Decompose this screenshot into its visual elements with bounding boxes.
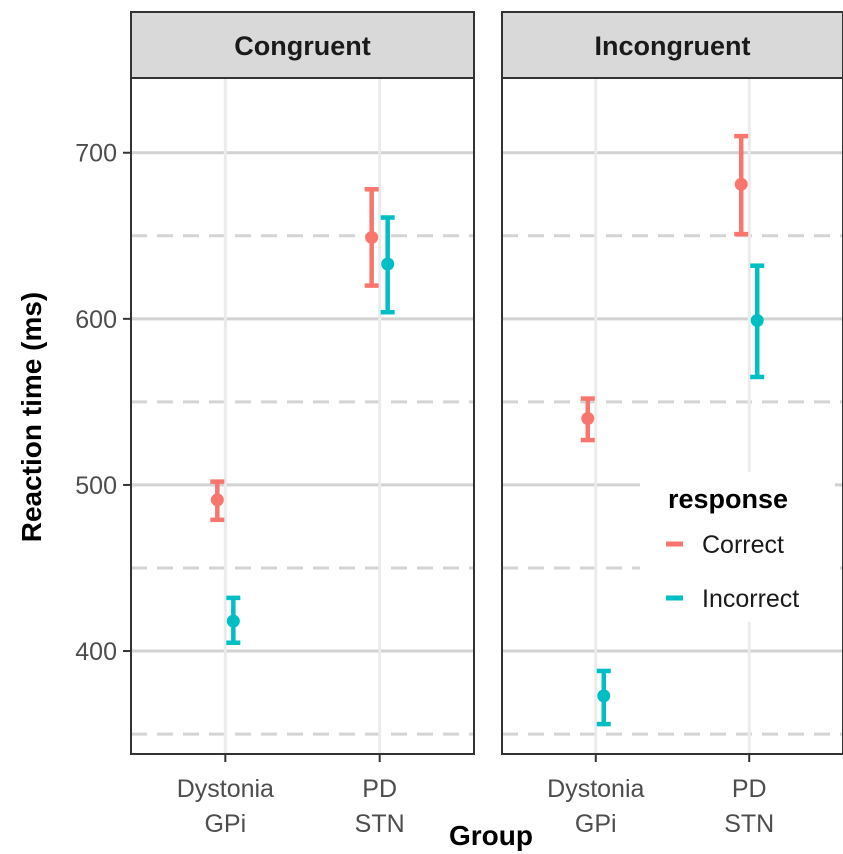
legend-entry-incorrect[interactable]: Incorrect: [666, 585, 799, 613]
y-axis: 400 500 600 700: [75, 140, 131, 666]
y-tick-label: 600: [75, 306, 117, 334]
mean-point[interactable]: [597, 689, 611, 703]
x-tick-label: STN: [724, 810, 774, 838]
panels-layer: Congruent Dystonia GPi PD STN Incongruent Dyst…: [130, 11, 843, 838]
mean-point[interactable]: [381, 257, 395, 271]
legend: response Correct Incorrect: [640, 472, 835, 622]
y-tick-label: 500: [75, 472, 117, 500]
x-tick-label: GPi: [204, 810, 246, 838]
legend-entry-correct[interactable]: Correct: [666, 531, 784, 559]
mean-point[interactable]: [750, 313, 764, 327]
y-axis-title: Reaction time (ms): [16, 292, 47, 543]
mean-point[interactable]: [734, 177, 748, 191]
x-tick-label: PD: [732, 775, 767, 803]
errorbar-correct-0: [580, 396, 595, 443]
mean-point[interactable]: [365, 230, 379, 244]
panel-background: [131, 78, 474, 754]
x-tick-label: STN: [355, 810, 405, 838]
errorbar-incorrect-1: [750, 263, 765, 380]
errorbar-correct-0: [210, 479, 225, 523]
legend-title: response: [668, 484, 788, 514]
y-tick-label: 700: [75, 140, 117, 168]
panel-background: [502, 78, 843, 754]
panel-congruent: Congruent Dystonia GPi PD STN: [130, 11, 475, 838]
facet-strip: [501, 11, 843, 79]
errorbar-correct-1: [734, 133, 749, 237]
x-tick-label: GPi: [575, 810, 617, 838]
errorbar-incorrect-0: [226, 595, 241, 645]
panel-incongruent: Incongruent Dystonia GPi PD STN: [501, 11, 843, 838]
x-axis-title: Group: [449, 820, 533, 851]
errorbar-incorrect-1: [380, 215, 395, 315]
facet-strip: [130, 11, 475, 79]
x-tick-label: PD: [362, 775, 397, 803]
facet-title: Incongruent: [595, 31, 751, 61]
mean-point[interactable]: [226, 614, 240, 628]
errorbar-incorrect-0: [596, 668, 611, 727]
x-tick-label: Dystonia: [547, 775, 644, 803]
facet-title: Congruent: [234, 31, 370, 61]
legend-label-incorrect: Incorrect: [702, 585, 799, 613]
mean-point[interactable]: [581, 411, 595, 425]
mean-point[interactable]: [210, 493, 224, 507]
x-tick-label: Dystonia: [177, 775, 274, 803]
errorbar-correct-1: [364, 187, 379, 288]
y-tick-label: 400: [75, 638, 117, 666]
legend-label-correct: Correct: [702, 531, 784, 559]
